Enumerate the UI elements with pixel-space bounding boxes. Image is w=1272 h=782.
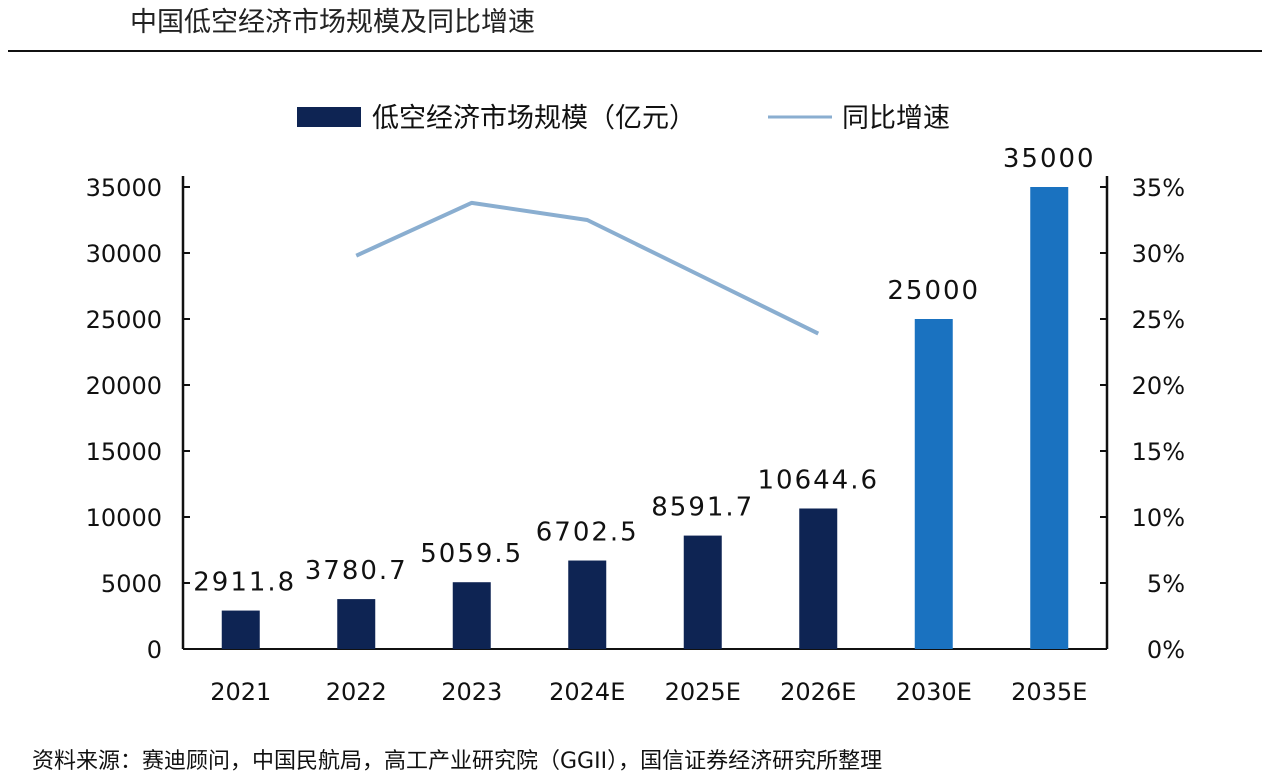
x-tick-label: 2021 [210, 678, 271, 706]
legend-label-line: 同比增速 [842, 103, 950, 134]
bar [914, 319, 953, 649]
bar-data-label: 5059.5 [420, 539, 523, 569]
bar [337, 599, 376, 649]
bar-data-label: 6702.5 [536, 518, 639, 548]
bar-data-label: 25000 [887, 276, 980, 306]
left-tick-label: 25000 [86, 306, 162, 334]
left-tick-label: 30000 [86, 240, 162, 268]
right-tick-label: 20% [1132, 372, 1185, 400]
legend: 低空经济市场规模（亿元） 同比增速 [297, 103, 950, 134]
bar [683, 535, 722, 649]
right-tick-label: 25% [1132, 306, 1185, 334]
bar [221, 610, 260, 649]
x-tick-label: 2026E [780, 678, 856, 706]
legend-label-bar: 低空经济市场规模（亿元） [372, 103, 696, 134]
x-tick-label: 2023 [441, 678, 502, 706]
bar [568, 560, 607, 649]
chart-title: 中国低空经济市场规模及同比增速 [130, 7, 535, 38]
legend-swatch-bar [297, 107, 361, 127]
bar-data-label: 8591.7 [651, 493, 754, 523]
x-tick-label: 2024E [549, 678, 625, 706]
bar [799, 508, 838, 649]
x-tick-label: 2025E [665, 678, 741, 706]
bar-data-label: 2911.8 [193, 568, 296, 598]
left-tick-label: 35000 [86, 174, 162, 202]
left-tick-label: 10000 [86, 504, 162, 532]
bar-data-label: 3780.7 [305, 556, 408, 586]
left-tick-label: 0 [147, 636, 162, 664]
right-tick-label: 5% [1147, 570, 1185, 598]
left-tick-label: 15000 [86, 438, 162, 466]
x-tick-label: 2035E [1011, 678, 1087, 706]
growth-line [355, 200, 820, 336]
left-tick-label: 5000 [101, 570, 162, 598]
right-tick-label: 0% [1147, 636, 1185, 664]
bar-data-label: 10644.6 [757, 465, 879, 495]
x-tick-label: 2030E [896, 678, 972, 706]
bar-data-label: 35000 [1003, 144, 1096, 174]
right-tick-label: 30% [1132, 240, 1185, 268]
right-tick-label: 10% [1132, 504, 1185, 532]
right-tick-label: 15% [1132, 438, 1185, 466]
source-note: 资料来源：赛迪顾问，中国民航局，高工产业研究院（GGII），国信证券经济研究所整… [32, 749, 882, 774]
bar [452, 582, 491, 649]
x-tick-label: 2022 [326, 678, 387, 706]
right-tick-label: 35% [1132, 174, 1185, 202]
left-tick-label: 20000 [86, 372, 162, 400]
bar [1030, 187, 1069, 649]
